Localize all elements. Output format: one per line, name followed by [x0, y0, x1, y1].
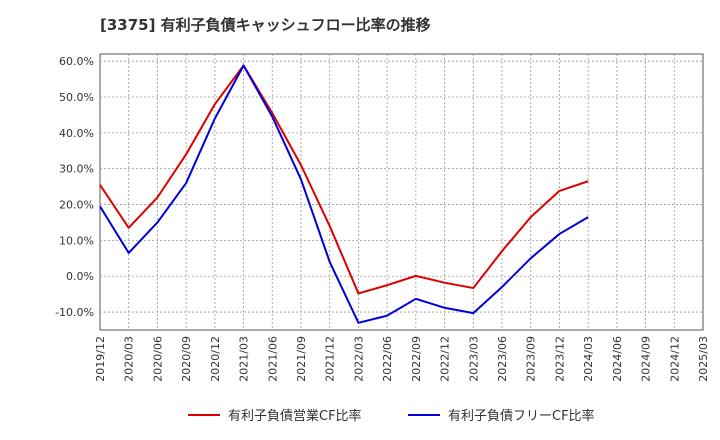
x-tick-label: 2021/03: [238, 336, 251, 382]
x-tick-label: 2022/06: [381, 336, 394, 382]
x-tick-label: 2023/12: [553, 336, 566, 382]
legend-label-1: 有利子負債営業CF比率: [228, 408, 362, 424]
y-axis-ticks: 60.0% 50.0% 40.0% 30.0% 20.0% 10.0% 0.0% -10.0%: [55, 55, 94, 319]
x-tick-label: 2024/09: [640, 336, 653, 382]
x-tick-label: 2020/03: [123, 336, 136, 382]
grid-lines: [100, 54, 703, 330]
x-tick-label: 2022/03: [352, 336, 365, 382]
series-line-2: [99, 64, 589, 324]
x-tick-label: 2020/06: [151, 336, 164, 382]
x-tick-label: 2024/12: [668, 336, 681, 382]
x-tick-label: 2019/12: [94, 336, 107, 382]
x-tick-label: 2023/09: [525, 336, 538, 382]
y-tick-label: 50.0%: [59, 91, 94, 104]
y-tick-label: 20.0%: [59, 199, 94, 212]
x-tick-label: 2024/03: [582, 336, 595, 382]
y-tick-label: 30.0%: [59, 163, 94, 176]
chart-title: [3375] 有利子負債キャッシュフロー比率の推移: [100, 16, 431, 34]
y-tick-label: 60.0%: [59, 55, 94, 68]
x-tick-label: 2020/09: [180, 336, 193, 382]
x-tick-label: 2025/03: [697, 336, 710, 382]
x-tick-label: 2021/09: [295, 336, 308, 382]
y-tick-label: -10.0%: [55, 306, 94, 319]
y-tick-label: 10.0%: [59, 234, 94, 247]
series-line-1: [99, 64, 589, 295]
x-axis-ticks: 2019/12 2020/03 2020/06 2020/09 2020/12 2021/…: [94, 336, 710, 382]
x-tick-label: 2020/12: [209, 336, 222, 382]
x-tick-label: 2024/06: [611, 336, 624, 382]
series-lines: [99, 64, 589, 324]
x-tick-label: 2021/12: [324, 336, 337, 382]
x-tick-label: 2022/09: [410, 336, 423, 382]
y-tick-label: 0.0%: [66, 270, 94, 283]
plot-area: [99, 53, 704, 331]
x-tick-label: 2021/06: [266, 336, 279, 382]
legend-label-2: 有利子負債フリーCF比率: [448, 408, 595, 424]
legend: 有利子負債営業CF比率 有利子負債フリーCF比率: [188, 408, 595, 424]
y-tick-label: 40.0%: [59, 127, 94, 140]
x-tick-label: 2023/06: [496, 336, 509, 382]
x-tick-label: 2022/12: [439, 336, 452, 382]
x-tick-label: 2023/03: [467, 336, 480, 382]
